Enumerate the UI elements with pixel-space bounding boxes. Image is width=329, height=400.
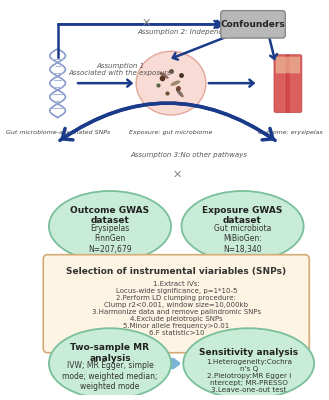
Text: Gut microbiome-associated SNPs: Gut microbiome-associated SNPs	[6, 130, 110, 135]
Text: Confounders: Confounders	[221, 20, 285, 29]
FancyBboxPatch shape	[274, 55, 290, 112]
Text: Two-sample MR
analysis: Two-sample MR analysis	[70, 343, 149, 363]
Text: IVW; MR Egger, simple
mode; weighted median;
weighted mode: IVW; MR Egger, simple mode; weighted med…	[62, 361, 158, 391]
FancyBboxPatch shape	[221, 11, 285, 38]
Ellipse shape	[49, 191, 171, 262]
Ellipse shape	[176, 88, 184, 97]
Text: ✕: ✕	[172, 169, 182, 179]
Text: Gut microbiota
MiBioGen:
N=18,340: Gut microbiota MiBioGen: N=18,340	[214, 224, 271, 254]
Text: Outcome: erysipelas: Outcome: erysipelas	[258, 130, 323, 135]
Text: 1.Heterogeneity:Cochra
n's Q
2.Pleiotropy:MR Egger i
ntercept; MR-PRESSO
3.Leave: 1.Heterogeneity:Cochra n's Q 2.Pleiotrop…	[206, 359, 292, 393]
Text: ✕: ✕	[142, 17, 151, 27]
Text: Exposure GWAS
dataset: Exposure GWAS dataset	[202, 206, 283, 225]
Text: Assumption 3:No other pathways: Assumption 3:No other pathways	[130, 152, 247, 158]
Text: Outcome GWAS
dataset: Outcome GWAS dataset	[70, 206, 149, 225]
FancyBboxPatch shape	[276, 57, 288, 73]
Ellipse shape	[160, 72, 169, 79]
Text: Sensitivity analysis: Sensitivity analysis	[199, 348, 298, 358]
FancyBboxPatch shape	[288, 57, 300, 73]
Ellipse shape	[170, 80, 180, 86]
Text: Assumption 2: Independence: Assumption 2: Independence	[137, 29, 240, 35]
FancyBboxPatch shape	[286, 55, 302, 112]
Text: Selection of instrumental viariables (SNPs): Selection of instrumental viariables (SN…	[66, 268, 286, 276]
Text: Exposure: gut microbiome: Exposure: gut microbiome	[129, 130, 213, 135]
Text: 1.Extract IVs:
Locus-wide significance, p=1*10-5
2.Perform LD clumping procedure: 1.Extract IVs: Locus-wide significance, …	[92, 281, 261, 336]
Text: Assumption 1
Associated with the exposure: Assumption 1 Associated with the exposur…	[69, 63, 172, 76]
Text: Erysipelas
FinnGen
N=207,679: Erysipelas FinnGen N=207,679	[88, 224, 132, 254]
Ellipse shape	[182, 191, 304, 262]
Ellipse shape	[136, 51, 206, 115]
Ellipse shape	[49, 328, 171, 399]
Ellipse shape	[183, 328, 314, 399]
FancyBboxPatch shape	[43, 255, 309, 353]
